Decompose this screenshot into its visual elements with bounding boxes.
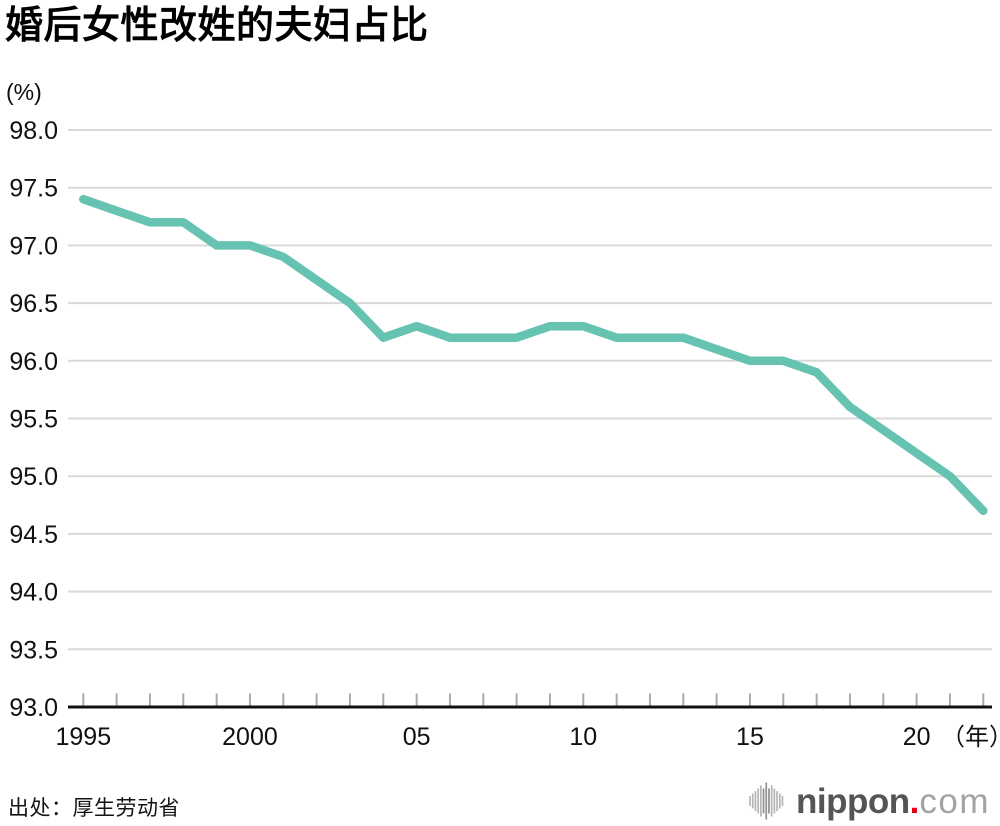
svg-text:96.5: 96.5 [9, 290, 58, 318]
nippon-logo: nippon.com [748, 780, 990, 822]
nippon-logo-text: nippon.com [796, 784, 990, 819]
svg-text:94.0: 94.0 [9, 579, 58, 607]
svg-text:15: 15 [736, 723, 764, 751]
svg-text:（年）: （年） [941, 724, 1000, 751]
svg-text:97.5: 97.5 [9, 175, 58, 203]
svg-text:95.5: 95.5 [9, 406, 58, 434]
logo-text-main: nippon [796, 781, 910, 821]
nippon-logo-icon [749, 782, 784, 820]
svg-text:95.0: 95.0 [9, 463, 58, 491]
svg-text:10: 10 [569, 723, 597, 751]
logo-text-dot: . [909, 781, 920, 821]
y-axis-unit-label: (%) [6, 79, 42, 105]
svg-text:97.0: 97.0 [9, 232, 58, 260]
svg-text:05: 05 [403, 723, 431, 751]
line-chart: 98.0 97.5 97.0 96.5 96.0 95.5 95.0 94.5 94.0 93.5… [9, 117, 1000, 751]
logo-text-suffix: com [919, 781, 990, 821]
page-title: 婚后女性改姓的夫妇占比 [5, 5, 429, 47]
svg-text:20: 20 [903, 723, 931, 751]
svg-text:96.0: 96.0 [9, 348, 58, 376]
source-label: 出处：厚生劳动省 [8, 797, 180, 820]
svg-text:1995: 1995 [55, 723, 111, 751]
svg-text:94.5: 94.5 [9, 521, 58, 549]
svg-text:93.0: 93.0 [9, 694, 58, 722]
svg-text:2000: 2000 [222, 723, 278, 751]
svg-text:98.0: 98.0 [9, 117, 58, 145]
svg-text:93.5: 93.5 [9, 636, 58, 664]
